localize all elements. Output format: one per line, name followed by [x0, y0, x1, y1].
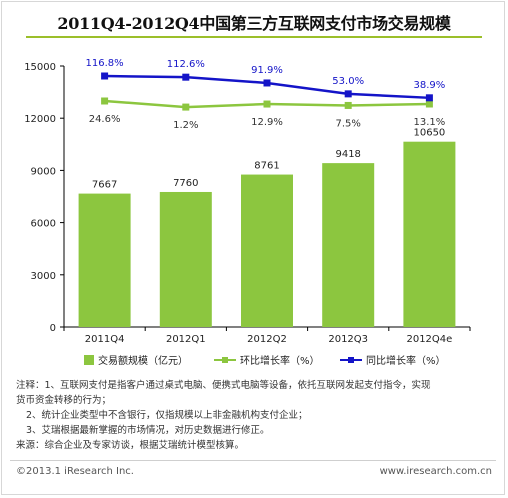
qoq-marker [182, 103, 190, 111]
qoq-value-label: 12.9% [251, 117, 283, 128]
footer-website: www.iresearch.com.cn [379, 466, 492, 477]
yoy-value-label: 112.6% [167, 59, 205, 70]
yoy-value-label: 38.9% [414, 80, 446, 91]
chart-legend: 交易额规模（亿元） 环比增长率（%） 同比增长率（%） [0, 350, 508, 368]
legend-item-qoq: 环比增长率（%） [214, 352, 320, 367]
qoq-value-label: 13.1% [414, 117, 446, 128]
bar [78, 193, 131, 327]
yoy-marker [182, 73, 190, 81]
yoy-marker [263, 79, 271, 87]
chart-title: 2011Q4-2012Q4中国第三方互联网支付市场交易规模 [57, 14, 451, 33]
y-tick-label: 9000 [31, 166, 56, 177]
note-line-4: 3、艾瑞根据最新掌握的市场情况，对历史数据进行修正。 [26, 425, 270, 436]
x-tick-label: 2012Q2 [247, 334, 287, 345]
title-underline [26, 36, 482, 38]
legend-label-volume: 交易额规模（亿元） [98, 356, 188, 367]
bar-value-label: 10650 [413, 128, 445, 139]
yoy-marker [425, 94, 433, 102]
note-line-2: 货币资金转移的行为； [16, 395, 112, 406]
y-tick-label: 12000 [24, 114, 56, 125]
chart-notes: 注释：1、互联网支付是指客户通过桌式电脑、便携式电脑等设备，依托互联网发起支付指… [16, 378, 496, 453]
legend-label-yoy: 同比增长率（%） [366, 356, 446, 367]
qoq-marker [263, 100, 271, 108]
bar [403, 141, 456, 327]
yoy-value-label: 116.8% [86, 58, 124, 69]
bar [159, 191, 212, 327]
legend-item-yoy: 同比增长率（%） [340, 352, 446, 367]
legend-swatch-bar [84, 354, 94, 365]
footer-copyright: ©2013.1 iResearch Inc. [16, 466, 134, 477]
y-tick-label: 0 [50, 323, 56, 334]
qoq-value-label: 24.6% [89, 114, 121, 125]
yoy-value-label: 91.9% [251, 65, 283, 76]
note-line-1: 注释：1、互联网支付是指客户通过桌式电脑、便携式电脑等设备，依托互联网发起支付指… [16, 380, 431, 391]
x-tick-label: 2012Q4e [406, 334, 452, 345]
note-source: 来源：综合企业及专家访谈，根据艾瑞统计模型核算。 [16, 440, 245, 451]
y-tick-label: 6000 [31, 219, 56, 230]
chart-plot: 0 3000 6000 9000 12000 15000 2011Q4 2012Q1 2012Q… [24, 58, 471, 345]
bar-value-label: 8761 [254, 161, 279, 172]
bar-value-label: 7667 [92, 180, 117, 191]
y-tick-label: 15000 [24, 62, 56, 73]
qoq-value-label: 7.5% [335, 118, 360, 129]
legend-item-volume: 交易额规模（亿元） [84, 352, 188, 367]
bar [322, 163, 375, 327]
yoy-marker [344, 90, 352, 98]
yoy-marker [101, 72, 109, 80]
qoq-marker [101, 97, 109, 105]
x-tick-label: 2011Q4 [85, 334, 125, 345]
x-tick-label: 2012Q1 [166, 334, 206, 345]
y-tick-label: 3000 [31, 271, 56, 282]
bar-value-label: 9418 [335, 149, 360, 160]
qoq-marker [344, 101, 352, 109]
qoq-marker [425, 100, 433, 108]
bar-value-label: 7760 [173, 178, 198, 189]
legend-swatch-qoq [214, 355, 236, 365]
footer-divider [10, 460, 496, 461]
yoy-value-label: 53.0% [332, 76, 364, 87]
legend-swatch-yoy [340, 355, 362, 365]
x-tick-label: 2012Q3 [328, 334, 368, 345]
legend-label-qoq: 环比增长率（%） [240, 356, 320, 367]
qoq-value-label: 1.2% [173, 120, 198, 131]
bar [241, 174, 293, 327]
note-line-3: 2、统计企业类型中不含银行，仅指规模以上非金融机构支付企业； [26, 410, 308, 421]
yoy-line [104, 74, 430, 100]
